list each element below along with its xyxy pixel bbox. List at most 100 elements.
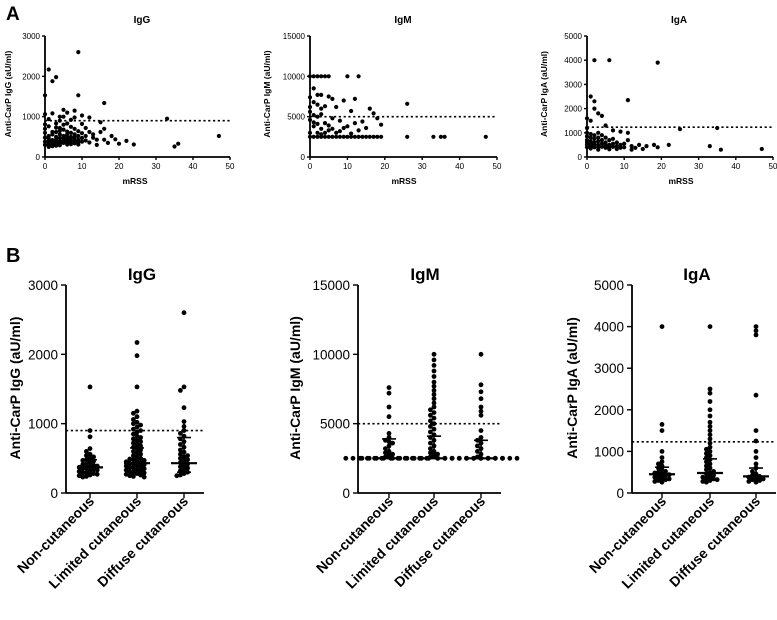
panel-b-label: B	[6, 245, 20, 267]
data-point	[105, 140, 110, 145]
data-point	[596, 147, 601, 152]
data-point	[707, 413, 713, 419]
y-tick-label: 1000	[594, 444, 624, 459]
data-point	[607, 147, 612, 152]
data-point	[326, 94, 331, 99]
data-point	[57, 125, 62, 131]
panel-a-label: A	[6, 4, 20, 25]
data-point	[315, 74, 320, 79]
data-point	[417, 455, 422, 461]
data-point	[607, 138, 612, 143]
y-tick-label: 3000	[28, 278, 58, 293]
data-point	[178, 388, 183, 393]
data-point	[360, 119, 365, 124]
data-point	[659, 455, 665, 460]
data-point	[61, 114, 66, 119]
data-point	[704, 463, 709, 469]
data-point	[431, 404, 437, 410]
data-point	[341, 98, 346, 103]
data-point	[57, 118, 62, 123]
data-point	[76, 129, 81, 134]
x-axis-label: mRSS	[391, 176, 416, 186]
data-point	[625, 98, 631, 103]
data-point	[87, 428, 93, 433]
data-point	[500, 455, 505, 461]
data-point	[315, 130, 320, 135]
data-point	[178, 447, 183, 453]
data-point	[379, 134, 384, 139]
data-point	[622, 141, 627, 146]
data-point	[131, 431, 136, 437]
data-point	[388, 455, 394, 461]
data-point	[704, 451, 709, 456]
data-point	[603, 145, 608, 150]
data-point	[652, 474, 658, 480]
data-point	[138, 455, 144, 461]
data-point	[610, 136, 616, 141]
data-point	[618, 142, 623, 147]
y-tick-label: 3000	[22, 32, 40, 41]
data-point	[596, 111, 601, 116]
data-point	[311, 74, 316, 79]
data-point	[431, 383, 437, 389]
data-point	[607, 58, 612, 63]
data-point	[307, 104, 313, 110]
data-point	[614, 146, 619, 152]
data-point	[131, 453, 136, 458]
data-point	[622, 145, 627, 150]
data-point	[330, 134, 335, 139]
data-point	[315, 121, 320, 126]
data-point	[87, 129, 92, 135]
data-point	[330, 96, 335, 101]
data-point	[138, 422, 144, 428]
data-point	[350, 455, 356, 461]
data-point	[402, 455, 408, 461]
data-point	[322, 74, 328, 79]
x-tick-label: 40	[455, 162, 464, 171]
data-point	[307, 95, 313, 100]
data-point	[707, 324, 713, 329]
data-point	[116, 141, 122, 146]
data-point	[367, 134, 372, 139]
data-point	[753, 428, 759, 433]
data-point	[629, 144, 634, 149]
data-point	[659, 324, 665, 329]
data-point	[319, 126, 324, 131]
data-point	[677, 127, 683, 132]
data-point	[359, 455, 365, 461]
data-point	[478, 382, 484, 388]
data-point	[592, 58, 597, 63]
x-tick-label: 20	[657, 162, 666, 171]
data-point	[46, 117, 51, 122]
dotplot-igg: IgG Anti-CarP IgG (aU/ml) 0 1000 2000 3000 N…	[7, 265, 204, 592]
marks: 0 1000 2000 3000 4000 5000 0 10 20 30 40 50	[564, 32, 777, 171]
data-point	[94, 142, 99, 147]
data-point	[65, 132, 70, 137]
data-point	[431, 421, 437, 427]
data-point	[386, 404, 392, 410]
data-point	[753, 324, 759, 329]
data-point	[50, 144, 55, 149]
data-point	[311, 86, 316, 91]
chart-title: IgA	[683, 265, 710, 284]
x-tick-label: 40	[731, 162, 740, 171]
data-point	[663, 469, 668, 474]
y-tick-label: 10000	[283, 72, 306, 81]
data-point	[405, 134, 410, 139]
data-point	[80, 462, 86, 467]
data-point	[707, 424, 713, 429]
data-point	[311, 120, 316, 125]
marks: 0 5000 10000 15000 0 10 20 30 40 50	[283, 32, 502, 171]
data-point	[478, 351, 484, 357]
data-point	[442, 134, 447, 139]
data-point	[131, 465, 136, 471]
data-point	[704, 467, 709, 473]
data-point	[315, 134, 320, 139]
data-point	[588, 131, 593, 137]
data-point	[178, 464, 183, 470]
y-tick-label: 0	[578, 153, 583, 162]
data-point	[319, 74, 324, 79]
data-point	[715, 125, 720, 131]
y-tick-label: 3000	[594, 361, 624, 376]
